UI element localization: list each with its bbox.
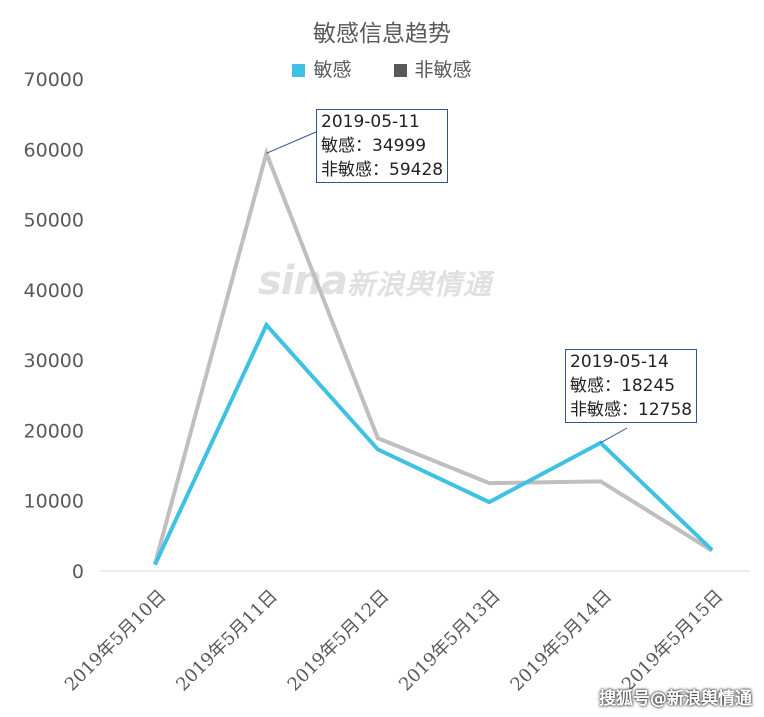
callout-2019-05-11: 2019-05-11 敏感：34999 非敏感：59428 [316, 109, 449, 183]
legend-swatch-non-sensitive [393, 64, 407, 77]
y-tick-label: 60000 [24, 139, 84, 161]
callout-line: 敏感：18245 [570, 376, 676, 396]
legend-item-sensitive: 敏感 [292, 55, 351, 82]
callout-line: 2019-05-14 [570, 352, 669, 372]
callout-leader [600, 427, 628, 444]
x-tick-label: 2019年5月11日 [172, 586, 282, 696]
chart-title: 敏感信息趋势 [313, 21, 451, 47]
x-tick-label: 2019年5月13日 [395, 586, 505, 696]
legend-label-sensitive: 敏感 [313, 59, 352, 81]
callout-line: 2019-05-11 [321, 112, 420, 132]
callout-line: 非敏感：12758 [570, 400, 693, 420]
callout-line: 敏感：34999 [321, 136, 427, 156]
y-tick-label: 20000 [24, 420, 84, 442]
callout-2019-05-14: 2019-05-14 敏感：18245 非敏感：12758 [565, 349, 698, 423]
x-tick-label: 2019年5月12日 [284, 586, 394, 696]
y-tick-label: 50000 [24, 210, 84, 232]
y-tick-label: 10000 [24, 491, 84, 513]
legend-swatch-sensitive [292, 64, 306, 77]
y-tick-label: 70000 [24, 69, 84, 91]
legend-item-non-sensitive: 非敏感 [393, 55, 472, 82]
y-tick-label: 0 [72, 561, 84, 583]
y-tick-label: 40000 [24, 280, 84, 302]
y-tick-label: 30000 [24, 350, 84, 372]
callout-leader [266, 131, 317, 154]
x-tick-label: 2019年5月10日 [61, 586, 171, 696]
footer-watermark: 搜狐号@新浪舆情通 [599, 689, 752, 709]
series-line-sensitive [153, 321, 714, 566]
x-tick-label: 2019年5月14日 [506, 586, 616, 696]
x-tick-label: 2019年5月15日 [618, 586, 728, 696]
sina-watermark-logo: sina新浪舆情通 [258, 258, 493, 304]
legend: 敏感 非敏感 [0, 55, 764, 82]
series-line-non-sensitive [153, 146, 714, 565]
callout-line: 非敏感：59428 [321, 160, 444, 180]
legend-label-non-sensitive: 非敏感 [414, 59, 472, 81]
